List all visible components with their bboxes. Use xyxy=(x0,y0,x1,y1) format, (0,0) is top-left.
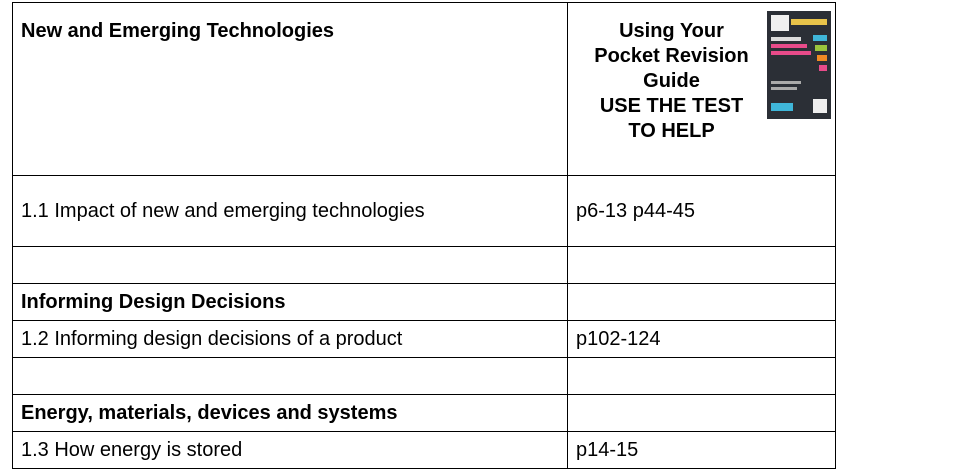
cell xyxy=(567,357,836,395)
row: 1.1 Impact of new and emerging technolog… xyxy=(12,175,836,247)
section-heading: Energy, materials, devices and systems xyxy=(12,394,568,432)
row: 1.2 Informing design decisions of a prod… xyxy=(12,320,836,358)
empty-row xyxy=(12,246,836,284)
row: Informing Design Decisions xyxy=(12,283,836,321)
cell: 1.2 Informing design decisions of a prod… xyxy=(12,320,568,358)
header-text: New and Emerging Technologies xyxy=(21,20,335,42)
header-row: New and Emerging Technologies Using Your… xyxy=(12,2,836,176)
empty-row xyxy=(12,357,836,395)
row: 1.3 How energy is stored p14-15 xyxy=(12,431,836,469)
cell xyxy=(567,283,836,321)
cell xyxy=(567,394,836,432)
header-cell: Using Your Pocket Revision Guide USE THE… xyxy=(567,2,836,176)
cell xyxy=(12,246,568,284)
header-note: USE THE TEST TO HELP xyxy=(599,95,744,142)
cell xyxy=(567,246,836,284)
cell xyxy=(12,357,568,395)
cell: p6-13 p44-45 xyxy=(567,175,836,247)
cell: 1.1 Impact of new and emerging technolog… xyxy=(12,175,568,247)
cell: p102-124 xyxy=(567,320,836,358)
revision-table: New and Emerging Technologies Using Your… xyxy=(12,2,836,469)
cell: 1.3 How energy is stored xyxy=(12,431,568,469)
header-cell: New and Emerging Technologies xyxy=(12,2,568,176)
header-text: Using Your Pocket Revision Guide xyxy=(594,20,749,92)
row: Energy, materials, devices and systems xyxy=(12,394,836,432)
section-heading: Informing Design Decisions xyxy=(12,283,568,321)
book-cover xyxy=(767,11,831,119)
cell: p14-15 xyxy=(567,431,836,469)
